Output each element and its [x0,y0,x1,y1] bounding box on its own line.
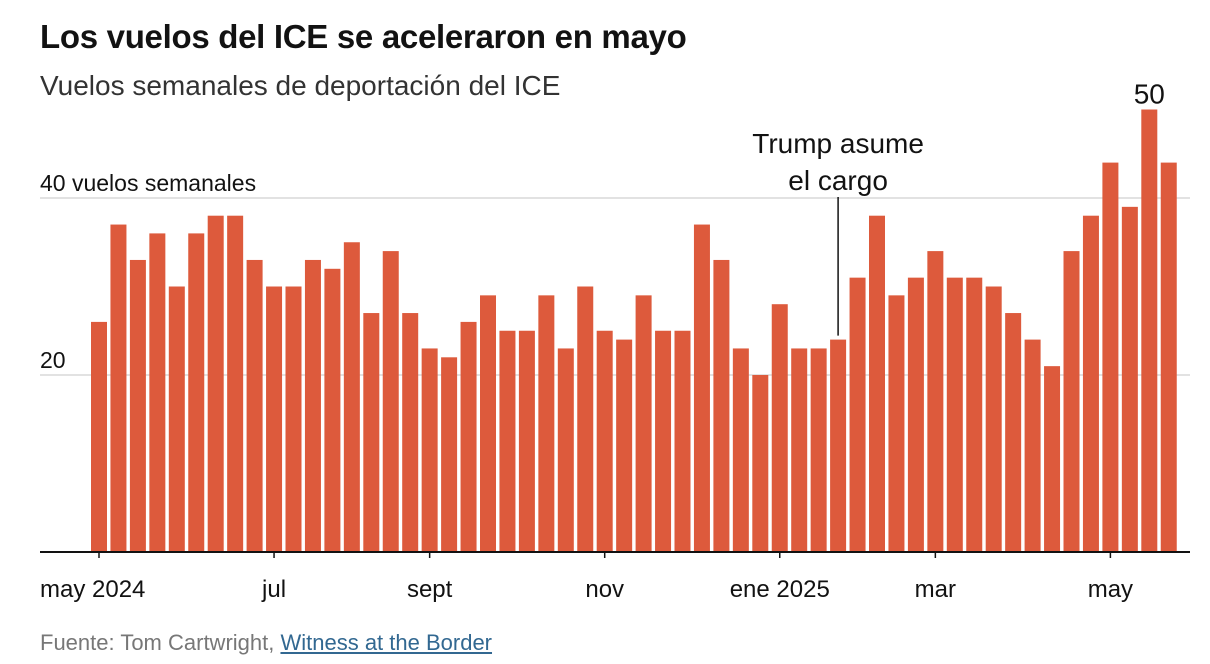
bar [791,348,808,552]
bar [110,224,127,553]
annotations: Trump asume el cargo 50 [752,79,1165,336]
x-tick-label: nov [585,576,624,603]
bar [188,233,205,552]
bar [1082,215,1099,552]
bar [674,330,691,552]
bar [402,313,419,552]
x-axis: may 2024 jul sept nov ene 2025 mar may [40,551,1190,603]
y-tick-label: 20 [40,347,66,373]
bar [985,286,1002,552]
bar [538,295,555,552]
x-tick-label: may 2024 [40,576,145,603]
x-tick-label: may [1088,576,1133,603]
y-tick-label: 40 vuelos semanales [40,170,256,196]
bar [1024,339,1041,552]
x-tick-label: jul [261,576,286,603]
bar [266,286,283,552]
bar [752,375,769,552]
bar [441,357,458,552]
bar [480,295,496,552]
annotation-text: el cargo [788,165,888,196]
peak-value-label: 50 [1134,79,1165,110]
bar [849,277,866,552]
bar [1063,251,1080,552]
bar [1141,109,1158,552]
bar [1160,162,1177,552]
bars [91,109,1177,553]
bar [888,295,905,552]
bar [557,348,574,552]
bar [713,259,730,552]
bar [946,277,963,552]
bar [596,330,613,552]
bar [246,259,263,552]
bar [830,339,847,552]
bar [129,259,146,552]
bar [149,233,166,552]
bar [655,330,672,552]
bar [168,286,185,552]
bar [927,251,944,552]
bar [207,215,224,552]
annotation-text: Trump asume [752,128,924,159]
bar [771,304,788,552]
bar [635,295,652,552]
bar [421,348,438,552]
bar [616,339,633,552]
bar [869,215,885,552]
chart-subtitle: Vuelos semanales de deportación del ICE [40,70,561,101]
bar [343,242,360,552]
bar [460,321,477,552]
bar [304,259,321,552]
bar [810,348,827,552]
bar [382,251,399,552]
source-prefix: Fuente: Tom Cartwright, [40,630,281,655]
bar [227,215,244,552]
bar [693,224,710,553]
bar [577,286,594,552]
bar [966,277,983,552]
bar [907,277,924,552]
bar [499,330,516,552]
bar [518,330,535,552]
source-link[interactable]: Witness at the Border [280,630,493,655]
source-note: Fuente: Tom Cartwright, Witness at the B… [40,630,492,656]
bar [91,321,107,552]
bar [285,286,302,552]
bar [1121,206,1138,552]
bar [1005,313,1022,552]
bar [732,348,749,552]
bar [363,313,380,552]
x-tick-label: sept [407,576,453,603]
x-tick-label: ene 2025 [730,576,830,603]
bar [1102,162,1119,552]
x-tick-label: mar [915,576,956,603]
chart-title: Los vuelos del ICE se aceleraron en mayo [40,18,687,55]
bar [1044,366,1061,552]
bar [324,268,341,552]
